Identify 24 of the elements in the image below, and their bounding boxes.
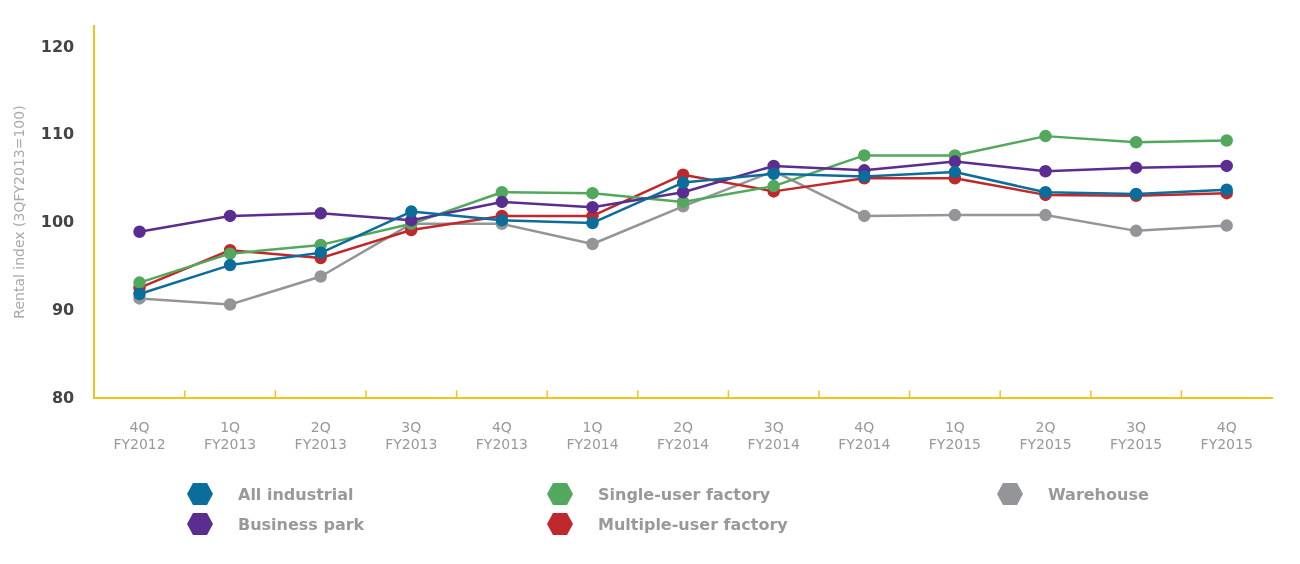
legend-label: All industrial [238, 484, 354, 504]
x-tick-label: 3Q FY2015 [1109, 419, 1163, 453]
legend-label: Warehouse [1048, 484, 1149, 504]
y-tick-label: 90 [51, 299, 75, 319]
x-tick-label: 3Q FY2013 [385, 419, 438, 453]
y-tick-label: 120 [40, 36, 75, 56]
legend-label: Multiple-user factory [598, 514, 788, 534]
x-tick-label: 2Q FY2015 [1019, 419, 1072, 453]
x-tick-label: 4Q FY2014 [838, 419, 891, 453]
x-tick-label: 2Q FY2014 [656, 419, 710, 453]
x-tick-label: 1Q FY2013 [203, 419, 257, 453]
x-tick-label: 4Q FY2012 [113, 419, 166, 453]
legend-label: Single-user factory [598, 484, 771, 504]
x-tick-label: 1Q FY2014 [566, 419, 619, 453]
y-tick-label: 80 [51, 387, 75, 407]
x-tick-label: 1Q FY2015 [928, 419, 982, 453]
y-tick-label: 110 [40, 124, 75, 144]
x-tick-label: 3Q FY2014 [747, 419, 800, 453]
legend-label: Business park [238, 514, 365, 534]
y-axis-title: Rental index (3QFY2013=100) [11, 105, 28, 319]
x-tick-label: 4Q FY2015 [1200, 419, 1253, 453]
x-tick-label: 2Q FY2013 [294, 419, 347, 453]
x-tick-label: 4Q FY2013 [475, 419, 529, 453]
y-tick-label: 100 [40, 212, 75, 232]
